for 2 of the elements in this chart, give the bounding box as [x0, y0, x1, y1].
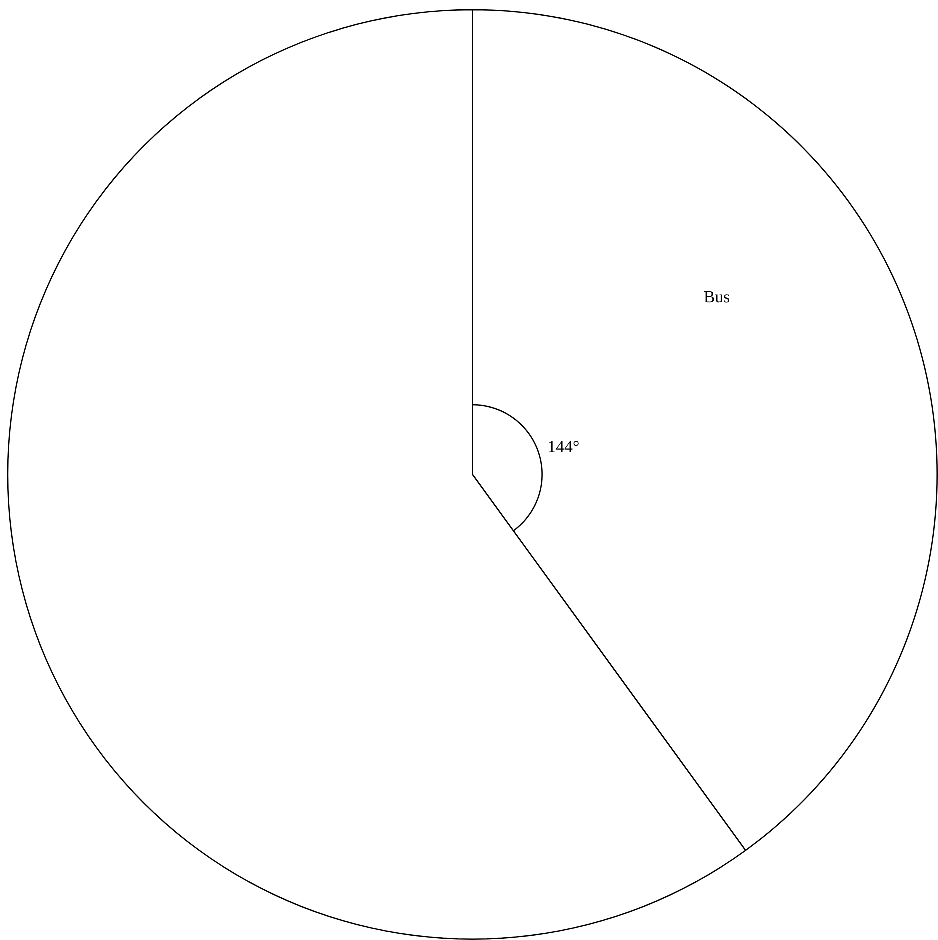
slice-label: Bus [704, 292, 730, 303]
text: 144° [549, 441, 579, 452]
